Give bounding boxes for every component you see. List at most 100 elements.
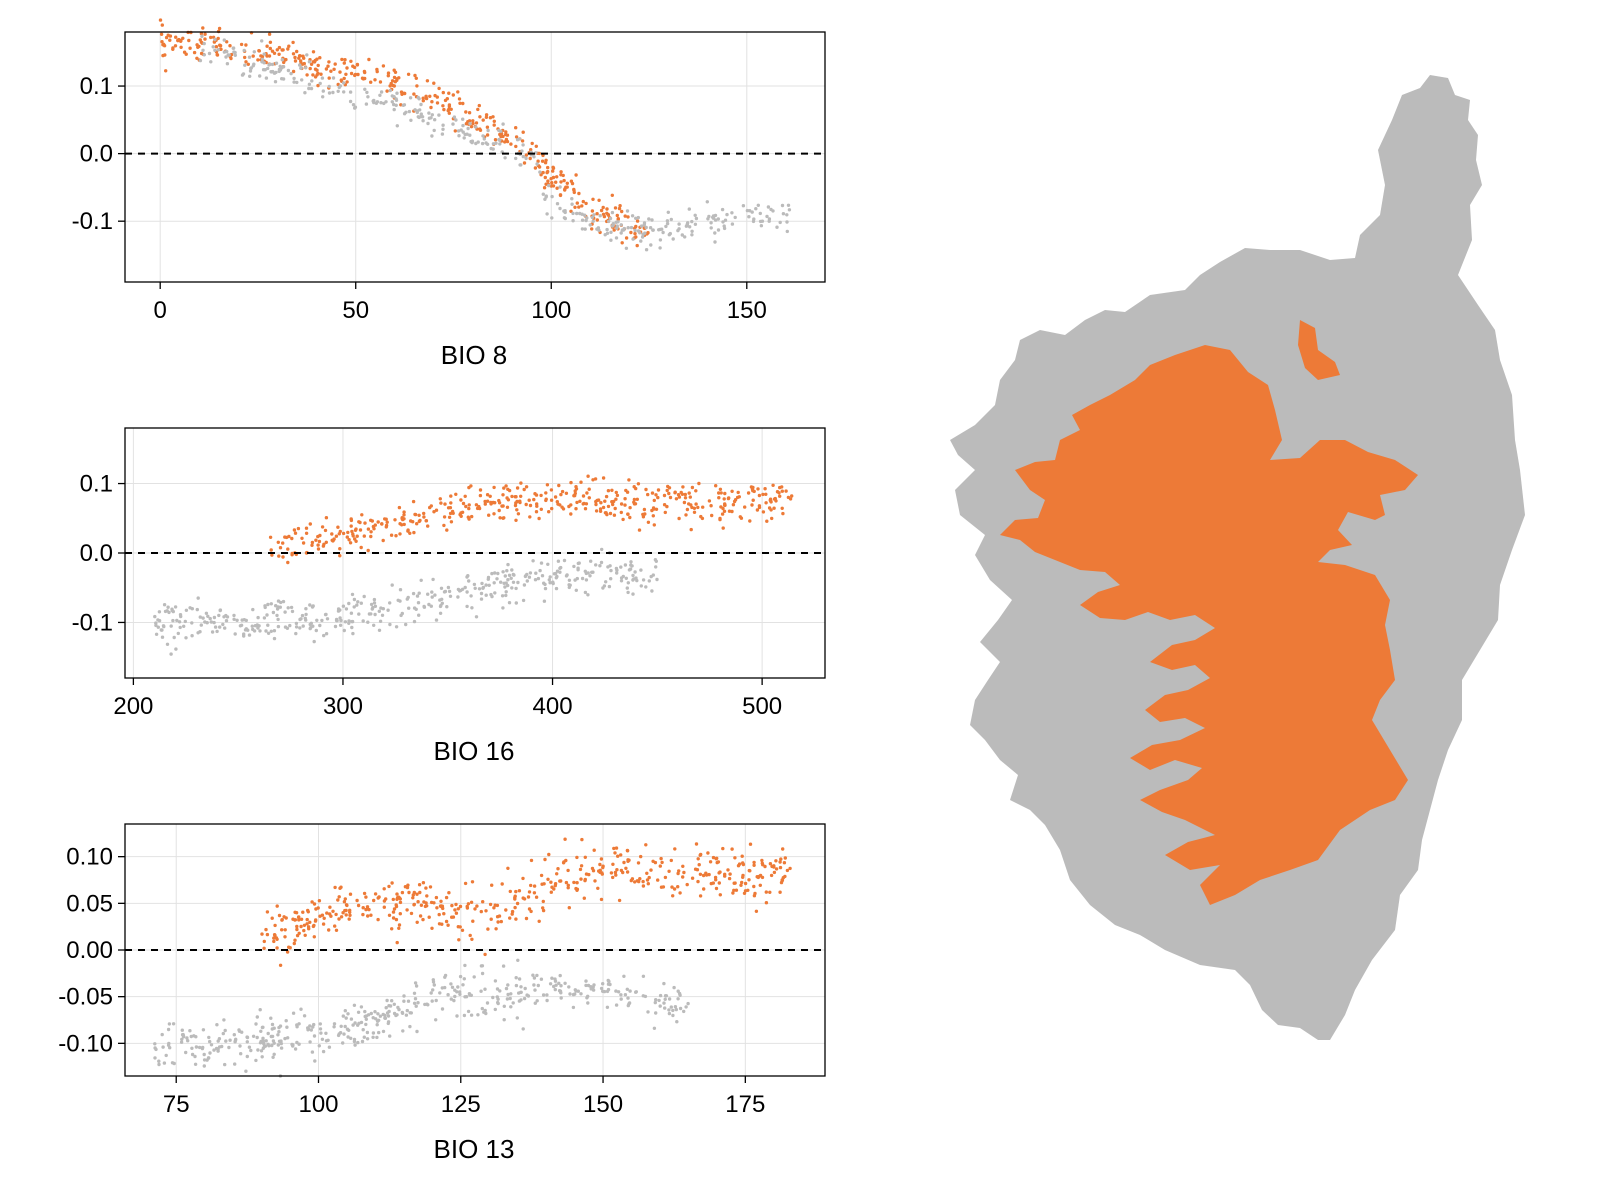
data-point — [644, 248, 649, 252]
data-point — [222, 50, 227, 54]
data-point — [291, 52, 296, 56]
data-point — [210, 630, 215, 634]
data-point — [617, 206, 622, 211]
data-point — [554, 571, 558, 576]
data-point — [307, 927, 311, 931]
data-point — [407, 606, 411, 610]
data-point — [524, 485, 529, 489]
data-point — [282, 60, 286, 65]
data-point — [441, 906, 445, 911]
data-point — [418, 914, 423, 918]
data-point — [788, 497, 793, 501]
data-point — [348, 99, 353, 104]
data-point — [606, 489, 611, 493]
data-point — [659, 856, 663, 861]
data-point — [392, 84, 396, 88]
data-point — [594, 502, 598, 507]
data-point — [650, 589, 654, 593]
data-point — [696, 879, 700, 884]
data-point — [781, 212, 786, 216]
data-point — [654, 507, 659, 511]
data-point — [245, 1054, 249, 1059]
data-point — [573, 578, 577, 582]
data-point — [748, 842, 753, 846]
data-point — [260, 1025, 265, 1030]
data-point — [371, 1035, 375, 1040]
data-point — [541, 899, 545, 904]
data-point — [504, 593, 508, 598]
data-point — [366, 95, 370, 99]
data-point — [315, 618, 319, 622]
data-point — [549, 488, 554, 492]
data-point — [639, 224, 644, 228]
data-point — [201, 48, 205, 52]
data-point — [641, 974, 646, 978]
data-point — [212, 615, 217, 620]
data-point — [260, 39, 264, 43]
data-point — [469, 125, 474, 129]
data-point — [331, 76, 336, 80]
data-point — [431, 988, 435, 992]
data-point — [613, 851, 617, 855]
data-point — [615, 568, 619, 572]
data-point — [322, 633, 326, 638]
data-point — [318, 1022, 322, 1026]
data-point — [685, 507, 690, 512]
data-point — [364, 102, 369, 106]
data-point — [316, 547, 321, 551]
data-point — [446, 923, 450, 927]
data-point — [406, 72, 411, 77]
data-point — [441, 127, 445, 131]
data-point — [424, 886, 428, 890]
data-point — [259, 1049, 264, 1053]
data-point — [781, 847, 785, 851]
data-point — [582, 896, 586, 900]
data-point — [599, 560, 604, 565]
data-point — [767, 506, 772, 510]
data-point — [662, 503, 667, 507]
data-point — [281, 48, 285, 52]
data-point — [166, 1027, 171, 1032]
data-point — [171, 609, 175, 614]
data-point — [384, 525, 388, 529]
data-point — [496, 997, 500, 1001]
data-point — [589, 559, 593, 563]
data-point — [434, 895, 439, 900]
data-point — [438, 611, 443, 615]
data-point — [395, 1013, 399, 1017]
data-point — [484, 909, 488, 913]
data-point — [302, 928, 306, 933]
data-point — [537, 516, 541, 521]
data-point — [164, 1053, 168, 1058]
data-point — [508, 916, 512, 920]
data-point — [698, 894, 703, 898]
data-point — [584, 979, 588, 983]
data-point — [281, 555, 285, 559]
data-point — [266, 623, 270, 627]
data-point — [303, 91, 307, 95]
data-point — [440, 132, 445, 136]
data-point — [660, 860, 664, 865]
series-gray — [153, 547, 659, 656]
data-point — [599, 857, 604, 861]
data-point — [153, 1042, 157, 1046]
data-point — [215, 629, 219, 634]
y-tick-label: 0.1 — [80, 73, 113, 100]
data-point — [572, 494, 576, 498]
data-point — [386, 1014, 391, 1018]
data-point — [456, 90, 460, 94]
data-point — [763, 487, 767, 491]
data-point — [267, 63, 271, 67]
data-point — [594, 563, 598, 567]
data-point — [479, 989, 483, 993]
data-point — [608, 511, 613, 516]
data-point — [264, 927, 268, 932]
data-point — [342, 1032, 346, 1036]
data-point — [302, 56, 306, 60]
data-point — [614, 490, 618, 495]
data-point — [783, 856, 787, 860]
data-point — [687, 491, 691, 495]
data-point — [276, 617, 280, 622]
data-point — [660, 227, 664, 231]
